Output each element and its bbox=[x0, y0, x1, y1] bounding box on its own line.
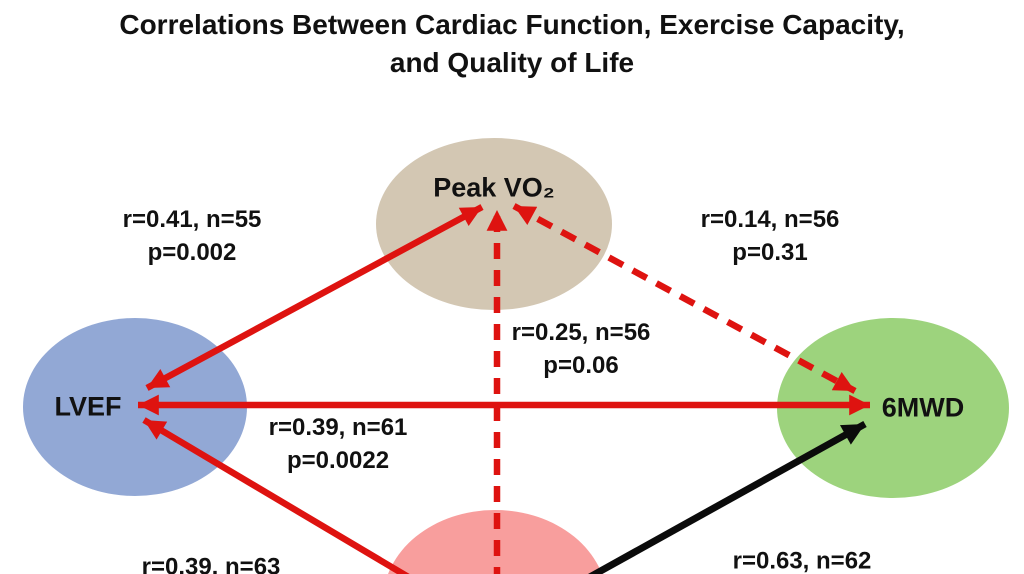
figure-title-line2: and Quality of Life bbox=[389, 47, 635, 78]
edge-label-lvef-qol: r=0.39, n=63 bbox=[142, 551, 281, 574]
node-lvef-label: LVEF bbox=[54, 391, 122, 422]
edge-pvalue: p=0.0022 bbox=[286, 447, 390, 474]
edge-stat: r=0.39, n=63 bbox=[141, 553, 281, 574]
edge-stat: r=0.63, n=62 bbox=[732, 547, 872, 574]
edge-lvef-qol-arrow bbox=[142, 417, 410, 574]
edge-label-qol-peakvo2: r=0.25, n=56 p=0.06 bbox=[512, 316, 651, 382]
edge-pvalue: p=0.002 bbox=[147, 239, 237, 266]
edge-label-peakvo2-6mwd: r=0.14, n=56 p=0.31 bbox=[701, 203, 840, 269]
edge-stat: r=0.39, n=61 bbox=[268, 414, 408, 441]
edge-pvalue: p=0.31 bbox=[732, 239, 808, 266]
edge-label-lvef-peakvo2: r=0.41, n=55 p=0.002 bbox=[123, 203, 262, 269]
node-peak-vo2-label: Peak VO₂ bbox=[433, 172, 555, 203]
node-6mwd-label: 6MWD bbox=[881, 392, 965, 423]
edge-stat: r=0.14, n=56 bbox=[700, 206, 840, 233]
edge-stat: r=0.41, n=55 bbox=[122, 206, 262, 233]
edge-peakvo2-6mwd-arrow bbox=[512, 203, 857, 394]
edge-stat: r=0.25, n=56 bbox=[511, 319, 651, 346]
edge-qol-6mwd-arrow bbox=[587, 420, 867, 574]
edge-pvalue: p=0.06 bbox=[543, 352, 619, 379]
edge-lvef-peakvo2-arrow bbox=[145, 204, 484, 391]
figure-title: Correlations Between Cardiac Function, E… bbox=[0, 6, 1024, 82]
figure-title-line1: Correlations Between Cardiac Function, E… bbox=[119, 9, 905, 40]
edge-label-lvef-6mwd: r=0.39, n=61 p=0.0022 bbox=[269, 411, 408, 477]
edge-label-qol-6mwd: r=0.63, n=62 bbox=[733, 545, 872, 574]
